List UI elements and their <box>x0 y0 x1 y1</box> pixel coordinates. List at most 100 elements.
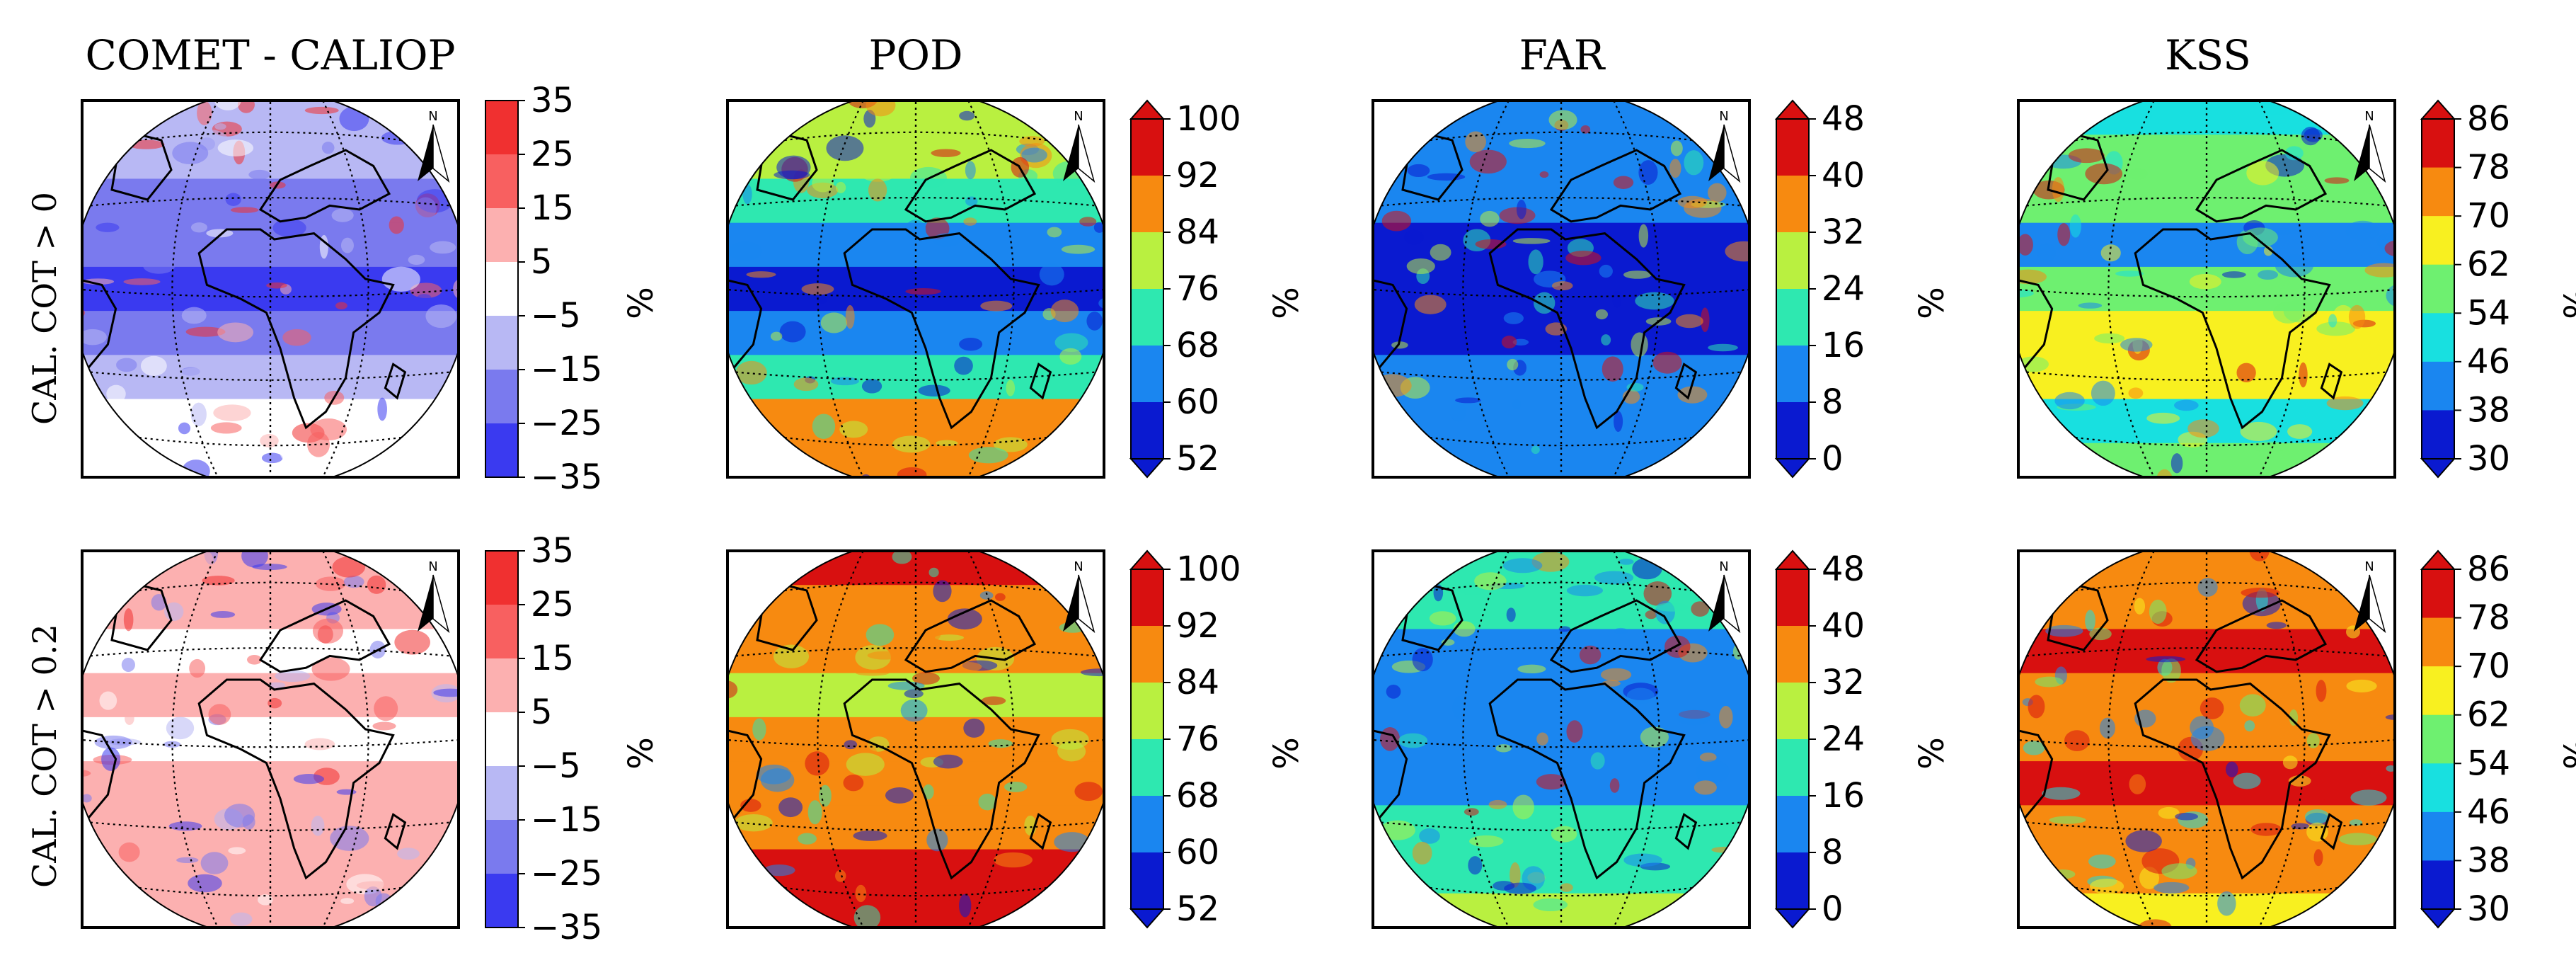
field-blob <box>2091 380 2115 406</box>
north-label: N <box>428 109 437 124</box>
colorbar-tick-label: −5 <box>531 746 581 786</box>
field-blob <box>213 404 251 421</box>
field-blob <box>275 670 311 683</box>
field-blob <box>1452 696 1466 719</box>
field-blob <box>2085 610 2095 632</box>
map-1: N <box>726 99 1105 479</box>
field-blob <box>1429 611 1456 626</box>
graticule-lon <box>2253 101 2306 477</box>
field-blob <box>1380 726 1401 751</box>
coastline <box>2047 129 2109 201</box>
title-kss: KSS <box>2165 31 2251 79</box>
field-blob <box>1449 401 1466 422</box>
field-blob <box>2236 363 2256 383</box>
field-blob <box>248 169 270 180</box>
colorbar-unit: % <box>1912 287 1952 319</box>
field-blob <box>265 827 295 848</box>
field-blob <box>866 101 896 117</box>
field-blob <box>2143 113 2153 121</box>
field-blob <box>230 207 259 213</box>
colorbar-extend-top <box>2420 549 2456 570</box>
field-blob <box>978 793 996 811</box>
field-blob <box>918 384 950 397</box>
field-blob <box>1613 176 1634 190</box>
field-blob <box>189 658 206 678</box>
field-blob <box>2289 709 2299 726</box>
field-blob <box>980 300 1013 312</box>
field-blob <box>1580 125 1591 134</box>
field-blob <box>959 337 983 351</box>
colorbar-tick-label: 92 <box>1176 606 1219 646</box>
colorbar-segment <box>1776 626 1809 683</box>
colorbar-tick-label: −25 <box>531 854 602 894</box>
field-blob <box>2243 227 2278 248</box>
field-blob <box>1510 862 1521 888</box>
field-blob <box>2350 789 2387 806</box>
field-blob <box>1638 160 1658 185</box>
field-blob <box>1506 607 1516 622</box>
field-blob <box>1694 780 1717 795</box>
field-blob <box>1006 380 1016 396</box>
field-blob <box>293 774 325 784</box>
field-blob <box>981 696 1006 705</box>
field-blob <box>2078 302 2103 309</box>
field-blob <box>339 106 369 132</box>
coastline <box>82 278 117 370</box>
colorbar-tick-label: 78 <box>2467 148 2510 188</box>
field-blob <box>900 699 928 722</box>
field-blob <box>912 672 940 685</box>
field-blob <box>892 551 912 564</box>
field-blob <box>2324 177 2350 184</box>
field-blob <box>1677 708 1712 726</box>
field-blob <box>1531 445 1540 455</box>
field-blob <box>106 384 126 404</box>
colorbar-segment <box>2422 264 2454 314</box>
field-blob <box>1509 139 1546 149</box>
field-blob <box>2052 176 2064 202</box>
field-blob <box>2018 234 2033 256</box>
field-blob <box>224 804 255 828</box>
graticule-lat <box>728 287 1104 298</box>
field-blob <box>2073 205 2100 211</box>
colorbar-tick-label: 0 <box>1822 439 1844 479</box>
field-blob <box>867 651 902 660</box>
field-blob <box>853 905 881 928</box>
field-blob <box>268 682 286 688</box>
field-blob <box>936 896 950 903</box>
colorbar-tick-label: 25 <box>531 135 574 174</box>
north-label: N <box>2364 559 2374 574</box>
field-blob <box>96 222 120 232</box>
colorbar-tick-label: 5 <box>531 242 553 282</box>
field-blob <box>151 593 167 611</box>
field-blob <box>954 356 973 375</box>
colorbar-tick-label: 38 <box>2467 840 2510 880</box>
north-arrow-icon: N <box>2354 559 2386 634</box>
coastline <box>2134 228 2331 430</box>
colorbar-tick-label: 15 <box>531 188 574 228</box>
field-blob <box>1640 726 1669 748</box>
field-blob <box>140 355 167 376</box>
field-blob <box>2129 774 2146 794</box>
field-blob <box>904 219 926 241</box>
map-frame <box>81 549 460 929</box>
colorbar-tick-label: 76 <box>1176 269 1219 309</box>
field-blob <box>2364 263 2395 278</box>
north-label: N <box>1074 559 1083 574</box>
field-blob <box>247 654 262 665</box>
field-blob <box>1465 131 1486 153</box>
field-blob <box>1645 610 1657 620</box>
field-blob <box>417 294 432 302</box>
field-blob <box>123 278 161 285</box>
coastline <box>1029 363 1052 400</box>
field-blob <box>1590 752 1605 770</box>
map-3: N <box>2017 99 2396 479</box>
field-blob <box>1652 351 1682 374</box>
field-blob <box>197 101 212 125</box>
field-blob <box>2035 676 2064 687</box>
colorbar-tick-label: 35 <box>531 81 574 120</box>
field-blob <box>433 688 459 697</box>
colorbar-segment <box>485 551 518 605</box>
field-blob <box>2045 624 2083 637</box>
field-blob <box>2146 412 2180 424</box>
map-6: N <box>1372 549 1751 929</box>
